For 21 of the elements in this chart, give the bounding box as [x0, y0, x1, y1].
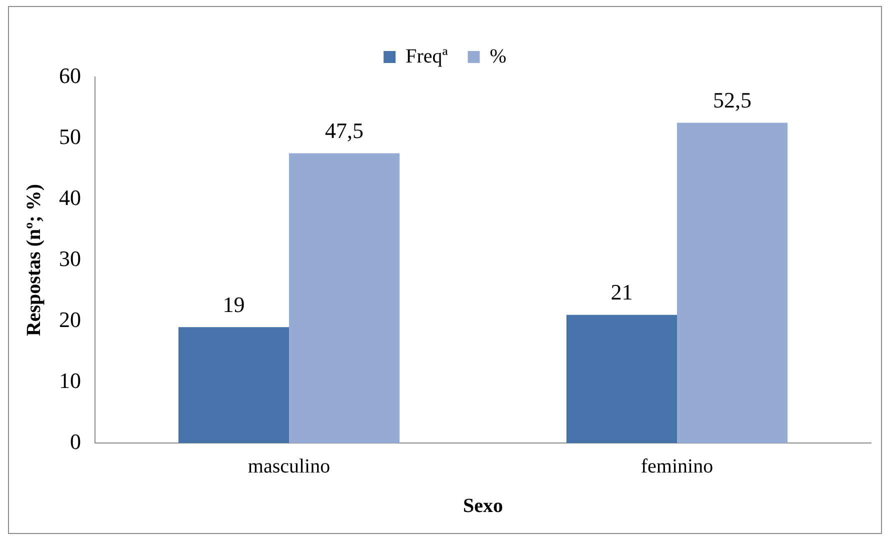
y-tick-label: 30 — [59, 246, 81, 271]
bar — [566, 314, 677, 443]
data-label: 52,5 — [713, 88, 752, 113]
y-tick-label: 0 — [70, 428, 81, 454]
y-axis-title: Respostas (nº; %) — [23, 184, 46, 336]
y-tick-label: 40 — [59, 184, 81, 210]
x-axis-title: Sexo — [463, 495, 503, 518]
bar — [677, 122, 788, 443]
legend-label: % — [490, 45, 506, 68]
legend-label: Freqª — [406, 45, 448, 68]
bar — [178, 327, 289, 443]
y-tick-label: 20 — [59, 306, 81, 332]
bar — [289, 153, 400, 443]
y-tick-label: 10 — [59, 368, 81, 393]
y-tick-label: 50 — [59, 124, 81, 149]
x-tick-label: feminino — [640, 455, 714, 478]
y-tick-label: 60 — [59, 62, 81, 88]
data-label: 21 — [610, 280, 633, 305]
data-label: 47,5 — [325, 118, 364, 144]
x-tick-label: masculino — [248, 455, 330, 478]
data-label: 19 — [222, 292, 245, 317]
